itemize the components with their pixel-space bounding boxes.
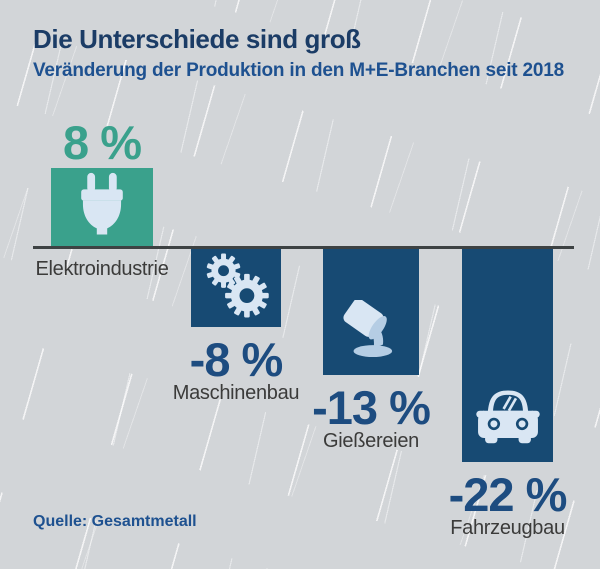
value-label-giessereien: -13 % xyxy=(312,381,431,435)
value-label-maschinenbau: -8 % xyxy=(189,332,284,386)
bar-maschinenbau xyxy=(191,249,281,327)
bar-fahrzeugbau xyxy=(462,249,553,463)
page-title: Die Unterschiede sind groß xyxy=(33,24,361,54)
zero-baseline xyxy=(33,246,574,249)
car-icon xyxy=(471,385,545,452)
category-label-fahrzeugbau: Fahrzeugbau xyxy=(450,517,565,540)
casting-ladle-icon xyxy=(338,298,404,365)
category-label-giessereien: Gießereien xyxy=(323,430,419,453)
category-label-maschinenbau: Maschinenbau xyxy=(172,381,300,404)
plug-icon xyxy=(76,172,128,243)
category-label-elektroindustrie: Elektroindustrie xyxy=(35,258,169,280)
source-note: Quelle: Gesamtmetall xyxy=(33,513,197,530)
bar-giessereien xyxy=(323,249,419,376)
value-label-elektroindustrie: 8 % xyxy=(63,116,142,170)
bar-elektroindustrie xyxy=(51,168,153,246)
chart-subtitle: Veränderung der Produktion in den M+E-Br… xyxy=(33,60,564,81)
gears-icon xyxy=(200,252,272,324)
value-label-fahrzeugbau: -22 % xyxy=(448,468,568,522)
